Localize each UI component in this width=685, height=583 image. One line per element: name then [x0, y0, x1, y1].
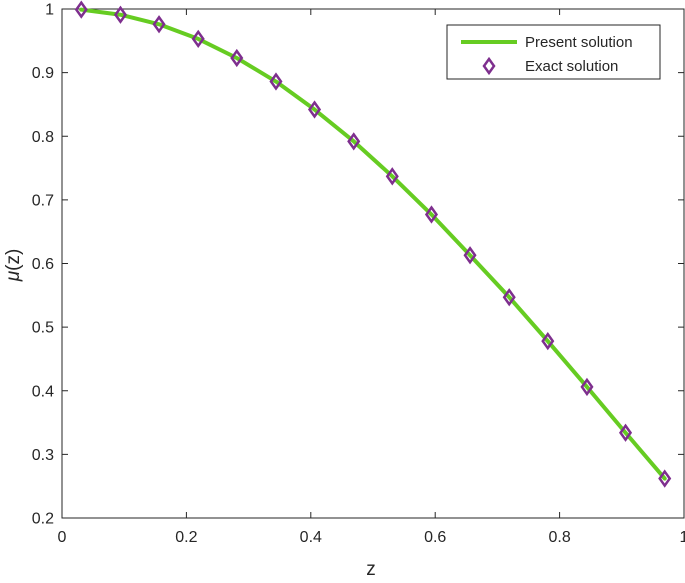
data-point-exact-solution: [152, 15, 166, 34]
y-tick-label: 1: [45, 2, 54, 19]
data-point-exact-solution: [113, 5, 128, 24]
y-axis-label-symbol: μ: [3, 270, 24, 282]
legend-box: [446, 24, 661, 80]
y-tick-label: 0.6: [32, 256, 54, 273]
x-tick-label: 0: [58, 529, 67, 546]
x-tick-label: 0.8: [548, 529, 570, 546]
axes: 0 0.2 0.4 0.6 0.8 10.20.30.40.50.60.70.80.91: [32, 2, 685, 547]
legend-swatch-marker: [482, 56, 496, 76]
data-point-exact-solution: [385, 167, 399, 186]
x-tick-label: 0.2: [175, 529, 197, 546]
y-axis-label: μ(z): [3, 249, 24, 283]
y-tick-label: 0.8: [32, 129, 54, 146]
data-point-exact-solution: [580, 377, 594, 397]
data-point-exact-solution: [658, 469, 672, 488]
y-tick-label: 0.9: [32, 65, 54, 82]
x-tick-label: 0.4: [300, 529, 322, 546]
data-point-exact-solution: [191, 29, 205, 49]
y-tick-label: 0.2: [32, 511, 54, 528]
y-tick-label: 0.3: [32, 447, 54, 464]
x-axis-label: z: [366, 559, 376, 578]
series-line-present-solution: [79, 7, 667, 481]
legend-label: Present solution: [525, 34, 633, 51]
y-tick-label: 0.4: [32, 383, 54, 400]
data-point-exact-solution: [230, 48, 244, 68]
legend-label: Exact solution: [525, 58, 618, 75]
plot-frame: [61, 8, 685, 519]
data-point-exact-solution: [347, 132, 361, 151]
data-point-exact-solution: [502, 288, 516, 307]
series-layer: [74, 0, 672, 488]
y-axis-label-suffix: (z): [3, 249, 24, 271]
data-point-exact-solution: [463, 246, 477, 265]
data-point-exact-solution: [307, 100, 322, 119]
x-tick-label: 0.6: [424, 529, 446, 546]
data-point-exact-solution: [74, 0, 88, 19]
y-tick-label: 0.5: [32, 320, 54, 337]
legend: Present solution Exact solution: [446, 24, 661, 80]
plot-area: [61, 8, 685, 519]
x-tick-label: 1: [680, 529, 685, 546]
data-point-exact-solution: [424, 205, 439, 224]
data-point-exact-solution: [269, 72, 283, 91]
data-point-exact-solution: [541, 331, 555, 351]
data-point-exact-solution: [618, 423, 633, 442]
y-tick-label: 0.7: [32, 192, 54, 209]
